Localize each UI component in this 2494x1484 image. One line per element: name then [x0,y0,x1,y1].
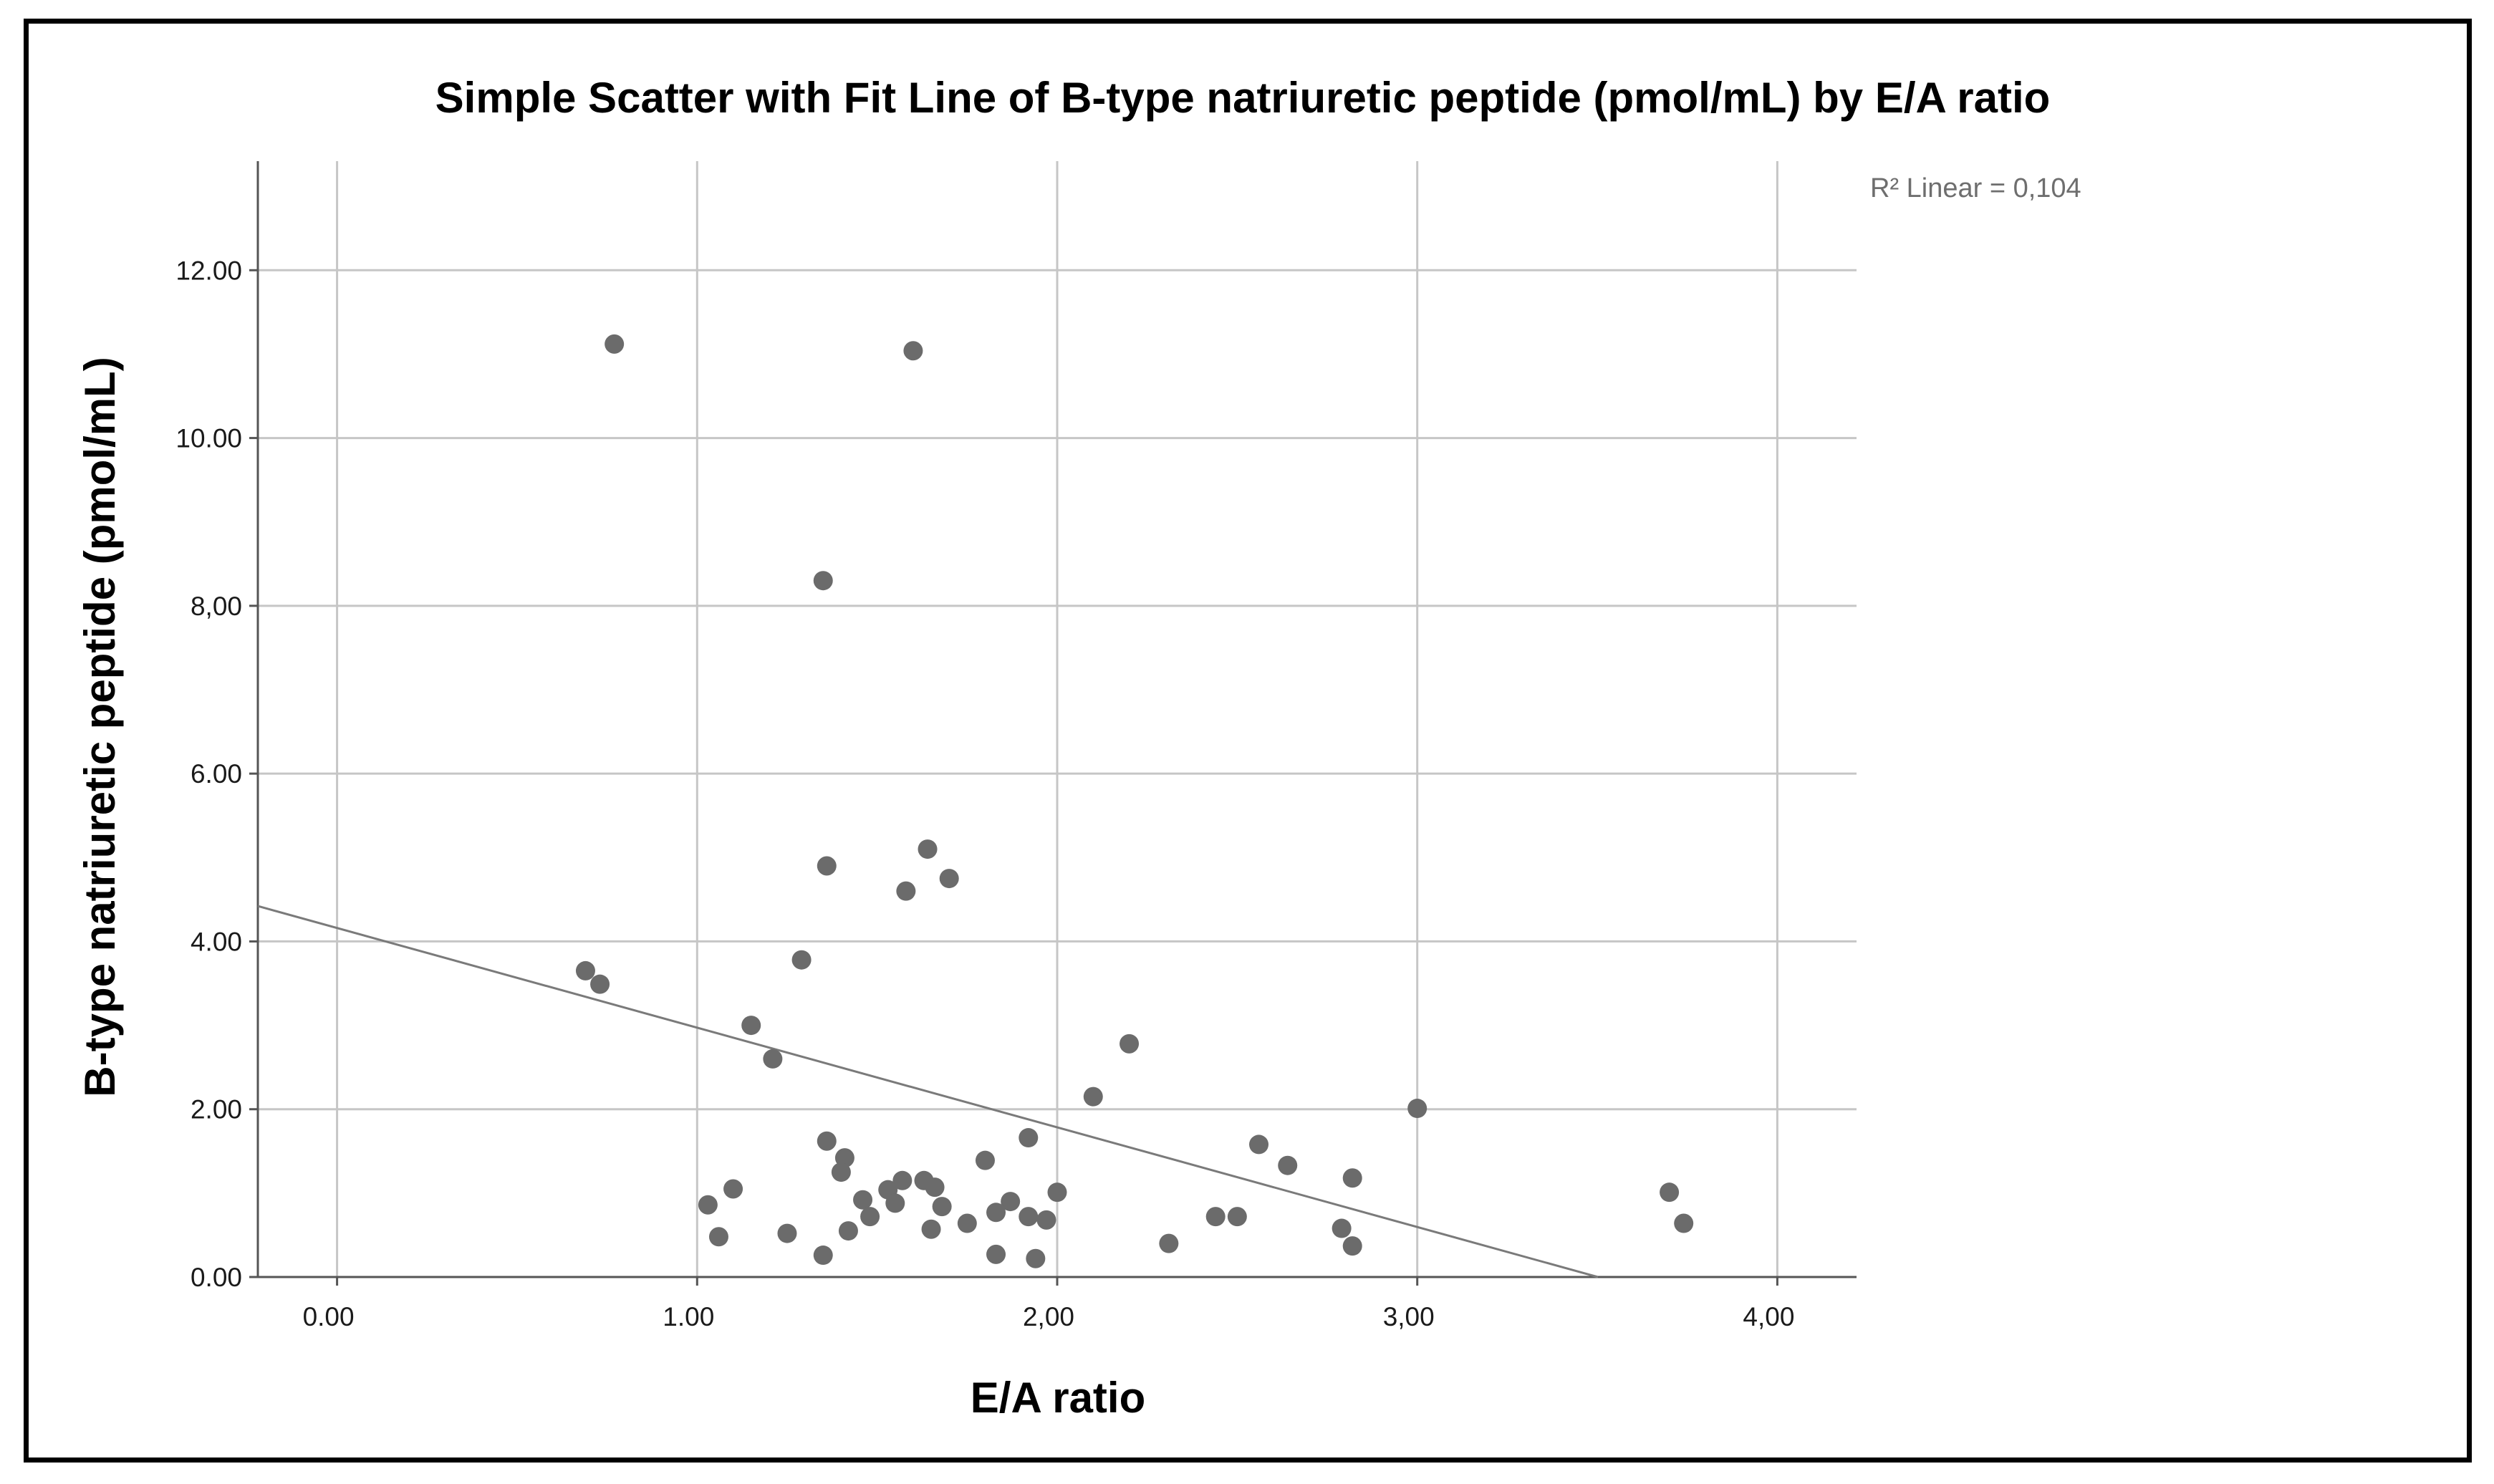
data-point [1083,1086,1103,1107]
data-point [831,1162,851,1182]
data-point [885,1193,905,1213]
data-point [1407,1099,1427,1119]
data-point [708,1227,728,1247]
data-point [777,1223,797,1243]
data-point [723,1179,743,1199]
x-tick-label: 3,00 [1383,1302,1435,1331]
data-point [813,571,833,591]
data-point [763,1049,783,1069]
data-point [957,1213,977,1233]
grid-lines [258,161,1857,1277]
y-tick-label: 2.00 [191,1095,242,1124]
y-tick-label: 6.00 [191,759,242,789]
x-tick-label: 4,00 [1743,1302,1794,1331]
data-point [838,1221,858,1241]
data-point [1342,1236,1362,1256]
data-point [1120,1034,1140,1054]
data-point [925,1177,945,1198]
data-point [860,1207,880,1227]
chart-frame [24,19,2472,1463]
data-point [1278,1155,1298,1175]
data-point [1019,1128,1039,1148]
x-tick-label: 1.00 [663,1302,714,1331]
data-point [986,1244,1006,1264]
x-axis-label: E/A ratio [971,1374,1145,1422]
data-point [741,1016,761,1036]
data-point [813,1246,833,1266]
y-tick-label: 10.00 [175,424,242,453]
y-axis-label: B-type natriuretic peptide (pmol/mL) [76,357,124,1097]
x-tick-label: 0.00 [303,1302,355,1331]
data-point [1674,1213,1694,1233]
data-point [1019,1207,1039,1227]
data-point [575,960,595,980]
y-tick-label: 4.00 [191,927,242,956]
data-point [817,856,837,876]
data-point [590,974,610,994]
data-point [1026,1248,1046,1268]
data-point [921,1219,941,1239]
y-tick-label: 0.00 [191,1263,242,1292]
data-point [918,839,938,859]
data-point [698,1195,718,1215]
data-point [605,334,625,354]
data-point [1332,1218,1352,1238]
data-point [791,950,812,970]
data-point [939,869,959,889]
chart-title: Simple Scatter with Fit Line of B-type n… [435,74,2051,122]
data-point [853,1190,873,1210]
data-point [932,1197,952,1217]
data-point [1227,1207,1247,1227]
axes [249,161,1857,1286]
data-point [975,1150,995,1170]
data-point [1342,1168,1362,1188]
data-point [1159,1233,1179,1253]
fit-line [257,905,1599,1278]
data-point [1047,1182,1067,1203]
data-point [1036,1210,1056,1230]
data-points [575,334,1694,1268]
x-tick-label: 2,00 [1023,1302,1074,1331]
tick-labels: 0.00 1.00 2,00 3,00 4,00 0.00 2.00 4.00 6.00 8,00… [175,256,1794,1331]
data-point [903,341,923,361]
r2-annotation: R² Linear = 0,104 [1870,173,2081,203]
data-point [1205,1207,1226,1227]
data-point [892,1170,913,1190]
data-point [817,1131,837,1151]
fit-line-layer [257,905,1599,1278]
y-tick-label: 8,00 [191,592,242,621]
data-point [1001,1192,1021,1212]
data-point [1249,1134,1269,1155]
y-tick-label: 12.00 [175,256,242,285]
data-point [896,881,916,901]
data-point [1660,1182,1680,1203]
data-point [986,1203,1006,1223]
